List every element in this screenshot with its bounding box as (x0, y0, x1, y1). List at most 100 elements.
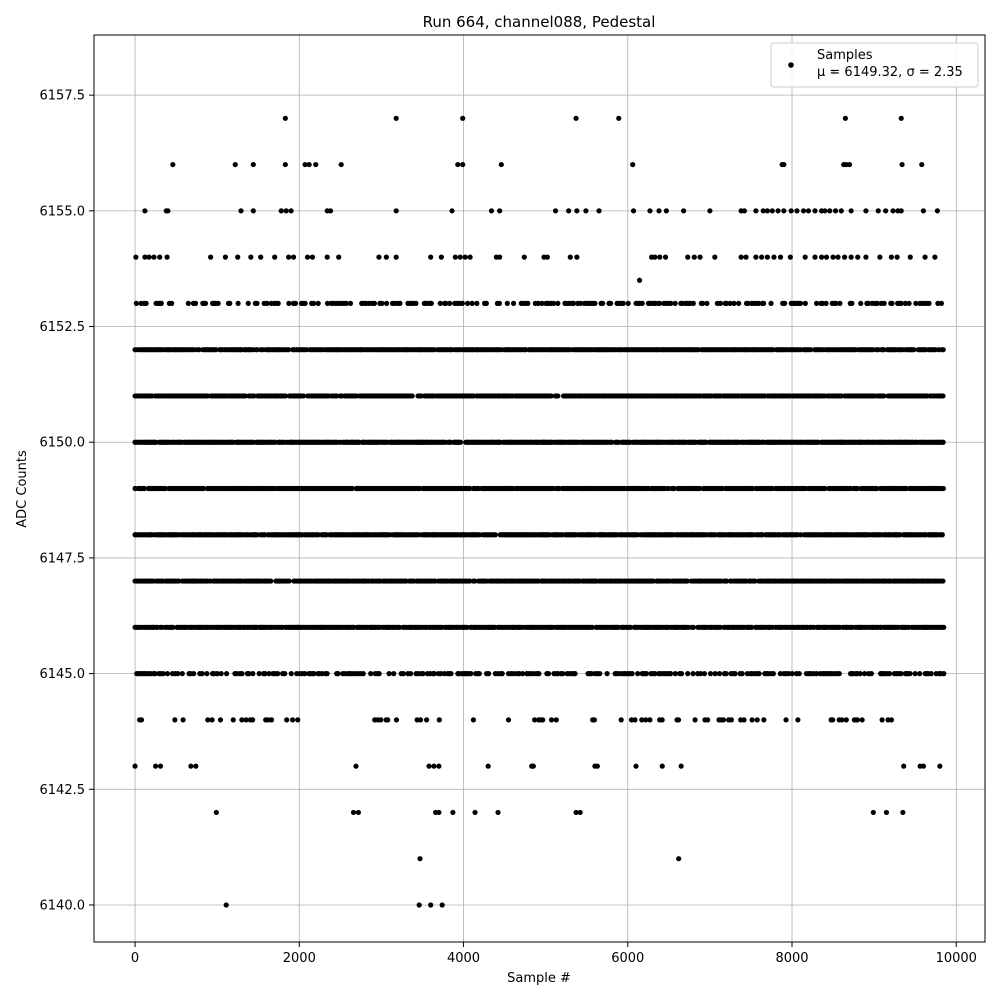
data-point (246, 671, 252, 677)
data-point (536, 671, 542, 677)
data-point (185, 300, 191, 306)
data-point (275, 300, 281, 306)
data-point (902, 300, 908, 306)
data-point (940, 347, 946, 353)
data-point (625, 300, 631, 306)
data-point (752, 578, 758, 584)
data-point (497, 208, 503, 214)
data-point (731, 300, 737, 306)
data-point (467, 485, 473, 492)
data-point (497, 254, 503, 260)
data-point (630, 208, 637, 214)
data-point (309, 254, 316, 260)
data-point (302, 671, 308, 677)
data-point (555, 300, 561, 306)
data-point (417, 717, 424, 723)
data-point (724, 578, 730, 584)
data-point (668, 300, 674, 306)
y-tick-label: 6145.0 (40, 667, 86, 682)
data-point (712, 254, 718, 260)
data-point (754, 717, 760, 723)
data-point (393, 115, 399, 121)
data-point (519, 671, 526, 677)
data-point (209, 717, 215, 723)
data-point (393, 254, 399, 260)
data-point (179, 671, 185, 677)
data-point (288, 208, 294, 214)
data-point (668, 671, 674, 677)
data-point (437, 300, 443, 306)
data-point (707, 208, 713, 214)
axes-frame (93, 34, 986, 943)
data-point (822, 208, 828, 214)
data-point (525, 300, 531, 306)
data-point (781, 208, 787, 214)
data-point (738, 254, 744, 260)
data-point (723, 671, 729, 677)
y-tick-label: 6142.5 (40, 783, 86, 798)
data-point (239, 671, 245, 677)
data-point (672, 671, 678, 677)
data-point (391, 671, 397, 677)
data-point (782, 300, 788, 306)
data-point (940, 485, 946, 492)
data-point (898, 208, 904, 214)
data-point (191, 671, 197, 677)
x-tick-label: 6000 (611, 951, 644, 966)
data-point (335, 671, 341, 677)
data-point (594, 763, 600, 769)
data-point (223, 671, 230, 677)
data-point (282, 671, 288, 677)
data-point (383, 254, 389, 260)
data-point (544, 254, 550, 260)
data-point (813, 300, 820, 306)
data-point (379, 300, 385, 306)
data-point (736, 300, 742, 306)
data-point (577, 809, 583, 816)
data-point (230, 717, 236, 723)
data-point (551, 300, 557, 306)
data-point (570, 300, 577, 306)
data-point (745, 300, 751, 306)
data-point (371, 300, 378, 306)
data-point (431, 671, 437, 677)
data-point (802, 254, 808, 260)
data-point (286, 254, 292, 260)
data-point (898, 115, 904, 121)
data-point (912, 671, 918, 677)
data-point (238, 208, 244, 214)
data-point (282, 115, 288, 121)
data-point (452, 254, 458, 260)
data-point (157, 763, 164, 769)
data-point (620, 300, 626, 306)
data-point (676, 856, 682, 862)
data-point (448, 671, 454, 677)
data-point (400, 671, 406, 677)
data-point (656, 208, 662, 214)
legend-marker (788, 62, 794, 68)
data-point (315, 300, 321, 306)
data-point (349, 485, 355, 492)
data-point (795, 717, 801, 723)
data-point (813, 671, 820, 677)
data-point (235, 300, 241, 306)
data-point (848, 254, 854, 260)
data-point (196, 347, 202, 353)
data-point (753, 208, 759, 214)
data-point (539, 300, 545, 306)
data-point (505, 717, 512, 723)
data-point (707, 671, 714, 677)
data-point (764, 254, 770, 260)
data-point (837, 300, 843, 306)
data-point (416, 902, 422, 908)
data-point (720, 717, 727, 723)
data-point (823, 300, 829, 306)
data-point (250, 161, 256, 168)
data-point (376, 671, 382, 677)
x-tick-label: 2000 (283, 951, 316, 966)
data-point (583, 208, 589, 214)
data-point (397, 300, 403, 306)
data-point (282, 161, 288, 168)
data-point (652, 254, 658, 260)
data-point (449, 208, 455, 214)
